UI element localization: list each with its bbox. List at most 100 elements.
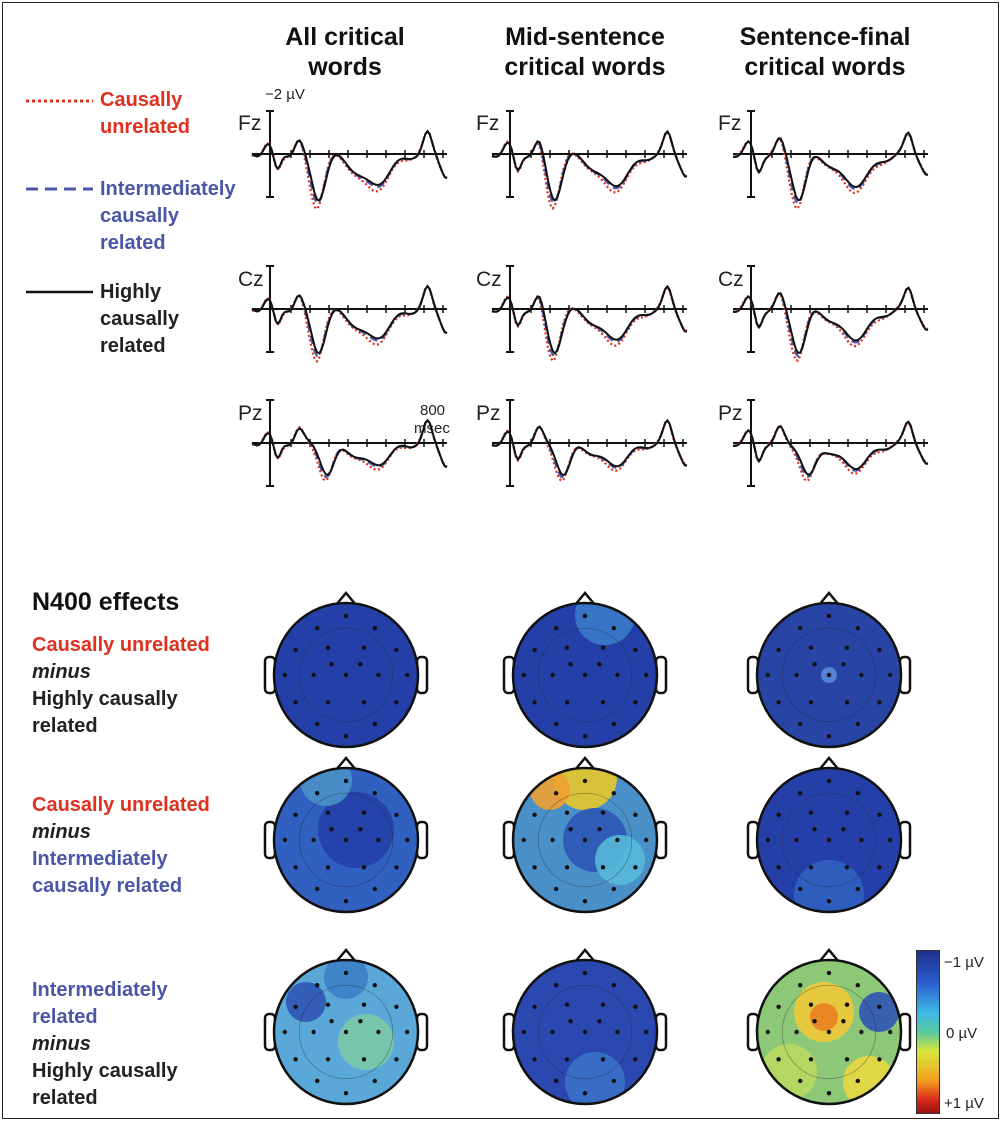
topo-electrode (358, 662, 363, 667)
topo-electrode (554, 886, 559, 892)
topo-electrode (372, 886, 377, 892)
topo-electrode (564, 810, 570, 815)
topo-electrode (633, 1004, 638, 1009)
topo-electrode (855, 886, 860, 892)
topo-electrode (855, 626, 860, 631)
topo-electrode (550, 1029, 555, 1035)
topo-electrode (550, 672, 555, 678)
topo-electrode (343, 613, 349, 619)
topo-electrode (315, 886, 320, 892)
erp-trace (491, 129, 688, 202)
topo-blob (859, 992, 899, 1032)
topo-electrode (582, 778, 588, 784)
topo-electrode (855, 721, 860, 727)
topo-electrode (329, 1019, 334, 1024)
topo-electrode (597, 1019, 602, 1024)
channel-label-pz: Pz (238, 402, 263, 425)
topo-electrode (826, 837, 832, 843)
topo-electrode (376, 1029, 381, 1035)
topo-electrode (794, 837, 799, 843)
topo-map (746, 948, 912, 1106)
topo-electrode (564, 1002, 570, 1007)
topo-electrode (343, 1091, 349, 1096)
topo-electrode (343, 899, 349, 904)
topo-electrode (877, 1004, 882, 1009)
topo-electrode (361, 700, 367, 705)
topo-electrode (841, 1019, 846, 1024)
topo-contour (298, 792, 394, 888)
topo-electrode (812, 1019, 817, 1024)
erp-panel (491, 399, 688, 487)
topo-electrode (615, 672, 620, 678)
topo-electrode (554, 626, 559, 631)
topo-electrode (293, 700, 298, 705)
topo-outline (511, 766, 659, 914)
topo-electrode (376, 837, 381, 843)
topo-electrode (325, 810, 331, 815)
topo-electrode (798, 886, 803, 892)
topo-electrode (405, 1029, 410, 1035)
topo-blob (324, 960, 368, 999)
topo-electrode (315, 983, 320, 988)
topo-contour (781, 627, 877, 723)
topo-outline (511, 958, 659, 1106)
effects-title: N400 effects (32, 588, 180, 616)
topo-outline (755, 601, 903, 749)
topo-electrode (405, 672, 410, 678)
topo-electrode (361, 645, 367, 650)
topo-electrode (311, 1029, 316, 1035)
erp-panel (251, 399, 448, 487)
topo-electrode (776, 812, 781, 817)
topo-electrode (877, 700, 882, 705)
topo-electrode (855, 791, 860, 796)
topo-electrode (798, 1078, 803, 1084)
topo-electrode (405, 837, 410, 843)
erp-trace (732, 131, 929, 202)
topo-electrode (808, 645, 814, 650)
topo-electrode (798, 791, 803, 796)
topo-electrode (293, 812, 298, 817)
topo-electrode (311, 837, 316, 843)
erp-panel (732, 265, 929, 362)
topo-electrode (826, 672, 832, 678)
erp-panel (732, 399, 929, 487)
topo-electrode (394, 700, 399, 705)
topo-electrode (293, 1004, 298, 1009)
erp-trace (732, 286, 929, 354)
topo-electrode (394, 865, 399, 870)
topo-electrode (765, 837, 770, 843)
topo-electrode (808, 865, 814, 870)
colorbar (916, 950, 940, 1114)
topo-electrode (855, 1078, 860, 1084)
topo-electrode (859, 1029, 864, 1035)
topo-electrode (325, 1002, 331, 1007)
topo-electrode (293, 1057, 298, 1062)
topo-electrode (888, 1029, 893, 1035)
erp-panel (251, 110, 448, 211)
topo-electrode (798, 626, 803, 631)
topo-blob (565, 1052, 625, 1104)
topo-electrode (554, 1078, 559, 1084)
topo-electrode (633, 865, 638, 870)
topo-electrode (765, 672, 770, 678)
legend-label-intermediate: Intermediately causally related (100, 178, 236, 254)
topo-electrode (597, 827, 602, 832)
topo-electrode (315, 721, 320, 727)
topo-electrode (315, 791, 320, 796)
topo-electrode (550, 837, 555, 843)
topo-electrode (582, 1029, 588, 1035)
topo-electrode (325, 700, 331, 705)
topo-electrode (826, 1091, 832, 1096)
erp-trace (251, 418, 448, 476)
topo-electrode (343, 778, 349, 784)
topo-electrode (877, 647, 882, 652)
topo-electrode (315, 626, 320, 631)
col-heading-mid: Mid-sentence critical words (504, 23, 666, 81)
colorbar-mid-label: 0 µV (946, 1025, 978, 1042)
topo-electrode (600, 700, 606, 705)
erp-trace (491, 284, 688, 355)
